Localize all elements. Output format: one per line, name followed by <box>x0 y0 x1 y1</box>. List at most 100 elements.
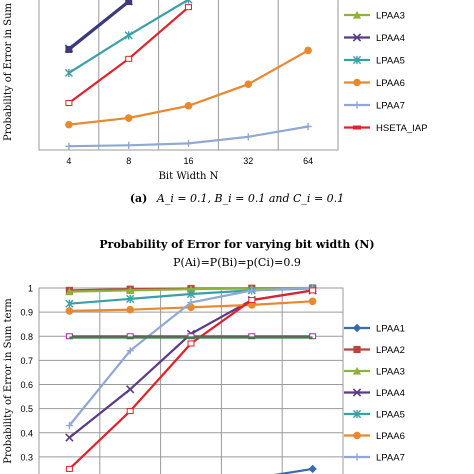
plot-area <box>38 287 344 474</box>
legend-label: LPAA3 <box>376 367 405 378</box>
data-point <box>187 298 195 307</box>
y-tick-label: 0.3 <box>20 452 33 462</box>
series-unlabeled <box>65 0 133 53</box>
legend-marker <box>352 323 362 333</box>
data-point <box>126 347 134 355</box>
series-hseta_iap <box>65 287 317 472</box>
data-point <box>65 287 74 296</box>
legend-label: LPAA6 <box>376 78 405 89</box>
x-tick-label: 16 <box>183 156 193 166</box>
chart-top: 4 8 16 32 64 Probability of Error in Sum Bit W… <box>3 0 428 182</box>
data-point <box>65 421 73 430</box>
caption-a: (a) A_i = 0.1, B_i = 0.1 and C_i = 0.1 <box>130 192 344 205</box>
data-point <box>244 80 253 89</box>
legend-marker <box>352 409 362 419</box>
legend-label: LPAA2 <box>376 345 405 356</box>
legend-item-lpaa6: LPAA6 <box>344 78 405 89</box>
y-tick-label: 0.5 <box>20 404 33 414</box>
caption-formula: A_i = 0.1, B_i = 0.1 and C_i = 0.1 <box>156 192 344 205</box>
data-point <box>126 305 134 314</box>
data-point <box>187 333 195 340</box>
chart-title: Probability of Error for varying bit wid… <box>99 238 374 251</box>
legend-item-lpaa1: LPAA1 <box>344 324 405 335</box>
legend-item-lpaa5: LPAA5 <box>344 56 405 67</box>
legend-marker <box>352 388 362 397</box>
legend-label: LPAA7 <box>376 101 405 112</box>
series-lpaa7 <box>65 122 312 150</box>
data-point <box>186 289 196 299</box>
y-axis-label: Probability of Error in Sum term <box>3 298 14 464</box>
x-tick-label: 64 <box>303 156 313 166</box>
data-point <box>308 464 317 474</box>
y-tick-label: 0.9 <box>20 308 33 318</box>
data-point <box>304 122 312 131</box>
legend-item-lpaa3: LPAA3 <box>344 367 405 378</box>
data-point <box>65 120 73 129</box>
data-point <box>309 287 317 294</box>
legend-item-lpaa4: LPAA4 <box>344 388 405 399</box>
data-point <box>126 286 135 295</box>
data-point <box>308 297 317 306</box>
legend-marker <box>353 125 361 130</box>
data-point <box>248 333 256 340</box>
y-tick-label: 0.4 <box>20 428 33 438</box>
chart-bottom: Probability of Error for varying bit wid… <box>3 238 405 474</box>
data-point <box>186 285 196 293</box>
data-point <box>126 408 134 415</box>
data-point <box>65 333 73 340</box>
legend-item-lpaa4: LPAA4 <box>344 33 405 44</box>
data-point <box>64 68 73 78</box>
series-lpaa6 <box>65 297 317 315</box>
data-point <box>65 307 74 315</box>
data-point <box>125 55 133 62</box>
legend-label: LPAA5 <box>376 56 405 67</box>
legend-marker <box>353 101 361 109</box>
data-point <box>185 4 192 11</box>
data-point <box>126 333 134 340</box>
series-lpaa5 <box>64 0 193 78</box>
legend-marker <box>353 453 361 461</box>
data-point <box>124 31 133 40</box>
legend-label: LPAA4 <box>376 388 405 399</box>
caption-label: (a) <box>130 192 148 205</box>
data-point <box>187 340 195 347</box>
legend-item-lpaa3: LPAA3 <box>344 11 405 22</box>
svg-text:(a) A_i = 0.1, B_i = 0.1: (a) A_i = 0.1, B_i = 0.1 and C_i = 0.1 <box>130 192 344 205</box>
plot-area <box>38 0 339 151</box>
data-point <box>65 100 73 107</box>
legend-marker <box>352 366 362 375</box>
data-point <box>126 385 135 394</box>
series-lpaa6 <box>65 46 312 129</box>
legend-marker <box>353 78 361 87</box>
data-point <box>304 46 312 55</box>
legend-item-hseta_iap: HSETA_IAP <box>344 123 428 134</box>
y-tick-label: 0.6 <box>20 380 33 390</box>
chart-subtitle: P(Ai)=P(Bi)=p(Ci)=0.9 <box>173 256 301 269</box>
legend-label: LPAA7 <box>376 453 405 464</box>
legend-item-lpaa5: LPAA5 <box>344 410 405 421</box>
legend-label: HSETA_IAP <box>376 123 428 134</box>
data-point <box>248 297 256 304</box>
series-lpaa7 <box>65 284 317 430</box>
x-axis-label: Bit Width N <box>159 171 219 182</box>
series-line <box>67 0 130 51</box>
legend-item-lpaa2: LPAA2 <box>344 345 405 356</box>
series-lpaa1 <box>273 464 317 474</box>
legend-label: LPAA6 <box>376 431 405 442</box>
legend-marker <box>353 431 361 440</box>
legend-marker <box>352 33 362 42</box>
legend-marker <box>352 10 362 19</box>
series-saet_clsa_iap <box>65 333 317 340</box>
data-point <box>126 294 135 303</box>
data-point <box>184 0 193 4</box>
legend-marker <box>353 345 361 354</box>
y-tick-label: 1 <box>28 284 33 294</box>
legend-item-lpaa7: LPAA7 <box>344 453 405 464</box>
y-tick-label: 0.8 <box>20 332 33 342</box>
data-point <box>184 139 193 148</box>
legend-label: LPAA1 <box>376 324 405 335</box>
data-point <box>65 45 73 53</box>
data-point <box>244 133 252 141</box>
legend-marker <box>352 55 362 65</box>
